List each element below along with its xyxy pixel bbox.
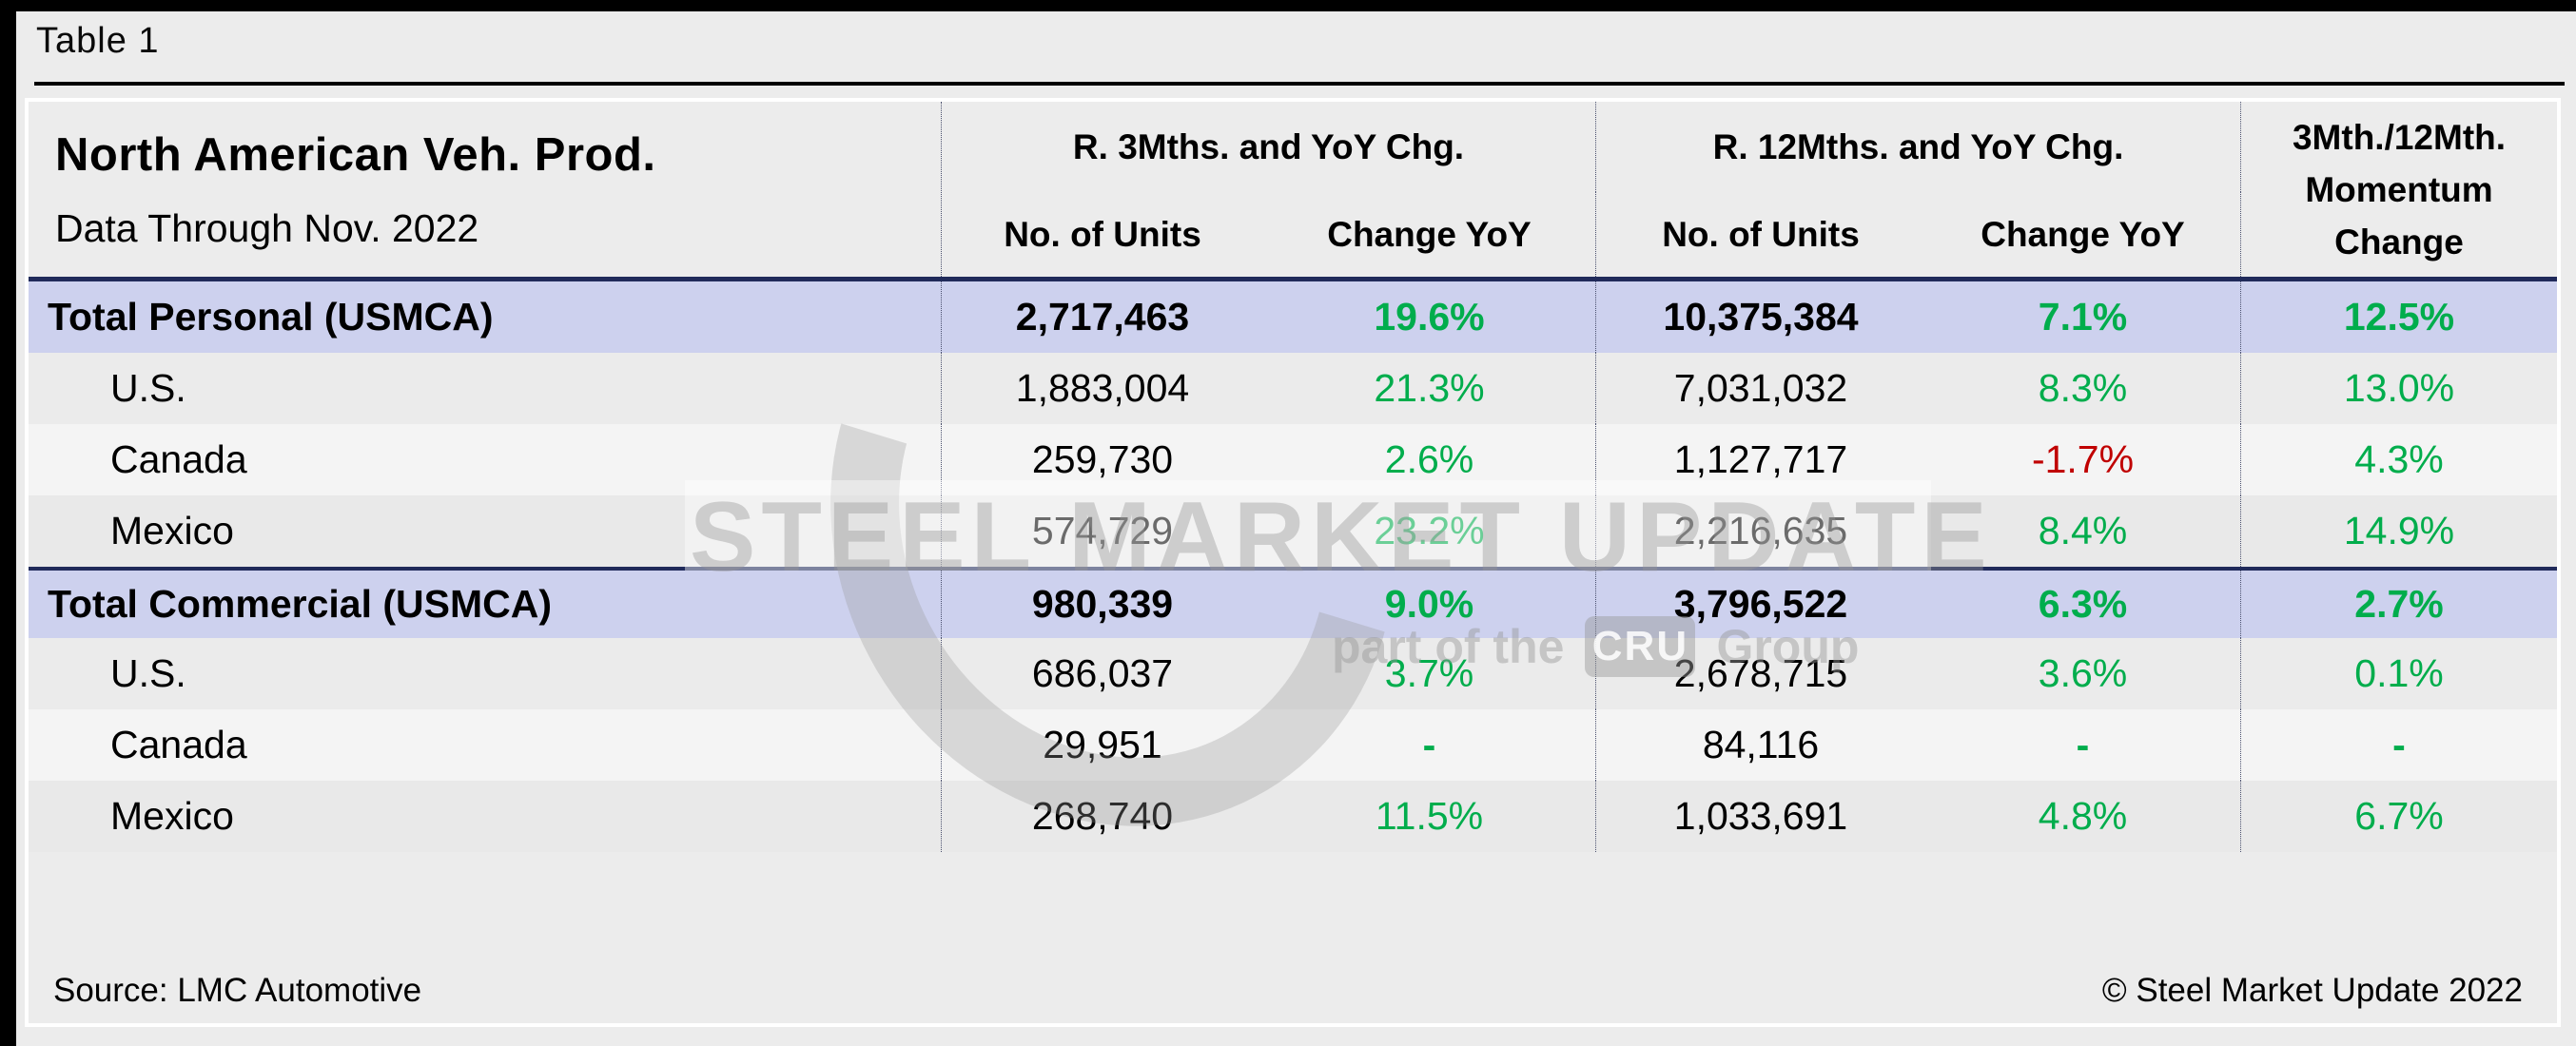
units-3m-value: 1,883,004 <box>1015 366 1190 410</box>
table-title-block: North American Veh. Prod. Data Through N… <box>29 102 942 277</box>
change-12m-value: - <box>1925 709 2241 781</box>
change-3m-value: 2.6% <box>1263 424 1596 495</box>
momentum-value: 12.5% <box>2343 295 2455 339</box>
row-label: Mexico <box>29 781 942 852</box>
row-label: Canada <box>29 424 942 495</box>
momentum-header-line2: Momentum <box>2305 169 2493 209</box>
column-header-units-12m: No. of Units <box>1662 214 1860 254</box>
units-12m-value: 10,375,384 <box>1663 295 1859 339</box>
table-row-us-personal: U.S. 1,883,004 21.3% 7,031,032 8.3% 13.0… <box>29 353 2557 424</box>
table-subtitle: Data Through Nov. 2022 <box>55 205 479 250</box>
units-12m-value: 1,127,717 <box>1673 437 1848 481</box>
source-credit: Source: LMC Automotive <box>53 972 422 1009</box>
momentum-value: - <box>2392 723 2406 766</box>
units-3m-value: 686,037 <box>1031 651 1174 695</box>
top-black-border <box>0 0 2576 11</box>
table-row-total-personal: Total Personal (USMCA) 2,717,463 19.6% 1… <box>29 281 2557 353</box>
change-12m-value: 8.3% <box>1925 353 2241 424</box>
momentum-header-line3: Change <box>2334 222 2464 262</box>
column-header-momentum: 3Mth./12Mth. Momentum Change <box>2241 102 2557 277</box>
table-row-canada-personal: Canada 259,730 2.6% 1,127,717 -1.7% 4.3% <box>29 424 2557 495</box>
momentum-value: 0.1% <box>2354 651 2444 695</box>
table-row-canada-commercial: Canada 29,951 - 84,116 - - <box>29 709 2557 781</box>
column-group-12months: R. 12Mths. and YoY Chg. <box>1596 102 2241 192</box>
units-12m-value: 84,116 <box>1702 723 1820 766</box>
column-header-change-12m: Change YoY <box>1925 192 2241 277</box>
change-3m-value: 9.0% <box>1263 571 1596 638</box>
units-3m-value: 574,729 <box>1031 509 1174 552</box>
units-12m-value: 2,678,715 <box>1673 651 1848 695</box>
units-3m-value: 259,730 <box>1031 437 1174 481</box>
column-header-change-3m: Change YoY <box>1263 192 1596 277</box>
change-12m-value: -1.7% <box>1925 424 2241 495</box>
table-title: North American Veh. Prod. <box>55 128 656 181</box>
column-header-units-3m: No. of Units <box>1004 214 1201 254</box>
change-12m-value: 3.6% <box>1925 638 2241 709</box>
table-number-label: Table 1 <box>36 21 160 61</box>
momentum-value: 14.9% <box>2343 509 2455 552</box>
row-label: Total Commercial (USMCA) <box>29 571 942 638</box>
change-12m-value: 8.4% <box>1925 495 2241 567</box>
table-header: North American Veh. Prod. Data Through N… <box>29 102 2557 281</box>
table-row-total-commercial: Total Commercial (USMCA) 980,339 9.0% 3,… <box>29 567 2557 638</box>
units-12m-value: 2,216,635 <box>1673 509 1848 552</box>
units-3m-value: 2,717,463 <box>1015 295 1190 339</box>
change-3m-value: 3.7% <box>1263 638 1596 709</box>
change-3m-value: 23.2% <box>1263 495 1596 567</box>
column-group-3months: R. 3Mths. and YoY Chg. <box>942 102 1596 192</box>
change-3m-value: 11.5% <box>1263 781 1596 852</box>
vehicle-production-table: North American Veh. Prod. Data Through N… <box>25 98 2561 1027</box>
change-3m-value: 19.6% <box>1263 281 1596 353</box>
momentum-value: 4.3% <box>2354 437 2444 481</box>
title-divider-line <box>34 82 2565 86</box>
change-12m-value: 7.1% <box>1925 281 2241 353</box>
table-row-mexico-commercial: Mexico 268,740 11.5% 1,033,691 4.8% 6.7% <box>29 781 2557 852</box>
change-3m-value: - <box>1263 709 1596 781</box>
copyright-notice: © Steel Market Update 2022 <box>2101 972 2523 1009</box>
units-3m-value: 29,951 <box>1043 723 1162 766</box>
units-12m-value: 3,796,522 <box>1673 582 1848 626</box>
change-12m-value: 6.3% <box>1925 571 2241 638</box>
row-label: Mexico <box>29 495 942 567</box>
momentum-value: 6.7% <box>2354 794 2444 838</box>
change-12m-value: 4.8% <box>1925 781 2241 852</box>
units-3m-value: 268,740 <box>1031 794 1174 838</box>
momentum-value: 13.0% <box>2343 366 2455 410</box>
row-label: Canada <box>29 709 942 781</box>
momentum-value: 2.7% <box>2354 582 2444 626</box>
units-12m-value: 1,033,691 <box>1673 794 1848 838</box>
momentum-header-line1: 3Mth./12Mth. <box>2292 117 2507 157</box>
change-3m-value: 21.3% <box>1263 353 1596 424</box>
left-black-border <box>0 0 16 1046</box>
row-label: Total Personal (USMCA) <box>29 281 942 353</box>
table-row-mexico-personal: Mexico 574,729 23.2% 2,216,635 8.4% 14.9… <box>29 495 2557 567</box>
row-label: U.S. <box>29 353 942 424</box>
row-label: U.S. <box>29 638 942 709</box>
units-3m-value: 980,339 <box>1031 582 1174 626</box>
table-row-us-commercial: U.S. 686,037 3.7% 2,678,715 3.6% 0.1% <box>29 638 2557 709</box>
units-12m-value: 7,031,032 <box>1673 366 1848 410</box>
